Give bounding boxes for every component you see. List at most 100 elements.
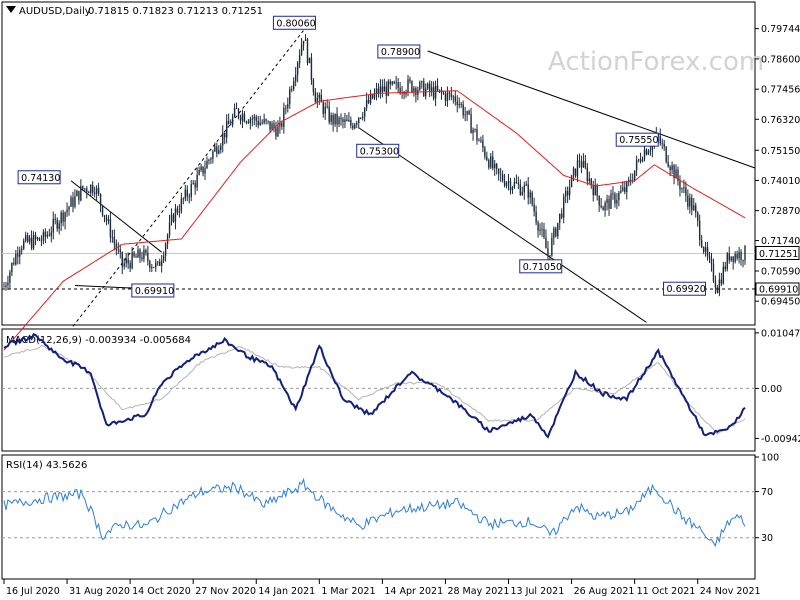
candle-body <box>629 179 632 182</box>
candle-body <box>458 104 460 106</box>
candle-body <box>105 217 108 222</box>
candle-body <box>334 113 336 125</box>
candle-body <box>93 192 96 194</box>
candle-body <box>618 192 620 201</box>
candle-body <box>332 115 334 125</box>
candle-body <box>722 266 725 284</box>
candle-body <box>665 146 667 163</box>
candle-body <box>480 140 482 142</box>
candle-body <box>608 199 610 209</box>
candle-body <box>379 86 382 94</box>
candle-body <box>624 187 626 193</box>
candle-body <box>19 250 21 257</box>
candle-body <box>354 124 356 129</box>
candle-body <box>82 185 84 189</box>
candle-body <box>28 237 31 242</box>
candle-body <box>292 81 295 90</box>
candle-body <box>626 182 628 193</box>
trend-channel-lines <box>70 19 756 327</box>
candle-body <box>541 228 543 230</box>
candle-body <box>346 119 348 122</box>
time-tick-label: 1 Mar 2021 <box>321 586 375 597</box>
swing-label-text: 0.78900 <box>381 47 420 58</box>
candle-body <box>499 173 502 175</box>
candle-body <box>446 92 449 102</box>
candle-body <box>247 121 250 124</box>
price-axis: 0.79744 0.78600 0.77456 0.76320 0.75150 0.740… <box>755 24 800 544</box>
candle-body <box>294 74 297 82</box>
candle-body <box>145 250 147 253</box>
price-tick-label: 0.78600 <box>761 54 800 65</box>
candle-body <box>322 102 324 114</box>
candle-body <box>377 88 380 94</box>
candle-body <box>564 191 567 197</box>
candle-body <box>141 257 143 260</box>
candle-body <box>472 129 474 134</box>
candle-body <box>7 282 9 286</box>
candle-body <box>578 160 581 162</box>
candle-body <box>537 222 539 231</box>
candle-body <box>539 229 541 231</box>
candle-body <box>202 166 204 174</box>
candle-body <box>80 185 82 201</box>
collapse-triangle-icon <box>6 6 16 13</box>
candle-body <box>718 279 721 293</box>
candle-body <box>367 100 370 103</box>
candle-body <box>204 168 206 174</box>
candle-body <box>257 120 259 126</box>
candle-body <box>732 256 734 262</box>
candle-body <box>178 211 181 213</box>
candle-body <box>312 80 315 92</box>
candle-body <box>222 132 224 146</box>
candle-body <box>574 168 577 177</box>
candle-body <box>229 124 232 126</box>
candle-body <box>44 231 47 237</box>
time-tick-label: 31 Aug 2020 <box>69 586 130 597</box>
candle-body <box>740 251 742 261</box>
candle-body <box>117 249 120 251</box>
candle-body <box>476 129 478 141</box>
candle-body <box>129 263 131 269</box>
candle-body <box>430 87 433 91</box>
candle-body <box>50 232 52 236</box>
candle-body <box>356 123 358 125</box>
candle-body <box>720 279 723 284</box>
candle-body <box>186 189 188 197</box>
candle-body <box>442 92 445 94</box>
macd-tick-label: 0.010472 <box>761 328 800 339</box>
candle-body <box>669 166 671 170</box>
swing-label-box <box>272 15 316 30</box>
candle-body <box>673 165 675 179</box>
candle-body <box>245 121 248 123</box>
candle-body <box>363 107 366 117</box>
candle-body <box>375 88 378 94</box>
candle-body <box>744 246 746 261</box>
candle-body <box>620 190 622 193</box>
rsi-line <box>3 477 746 548</box>
candle-body <box>543 228 545 238</box>
candle-body <box>604 202 606 211</box>
candle-body <box>283 108 285 127</box>
candle-body <box>531 192 533 205</box>
candle-body <box>308 57 311 64</box>
candle-body <box>419 82 421 90</box>
candle-body <box>143 250 145 260</box>
candle-body <box>533 204 535 212</box>
candle-body <box>328 106 330 122</box>
candle-body <box>399 87 401 94</box>
candle-body <box>706 247 709 257</box>
support-level-box <box>755 282 800 296</box>
candle-body <box>115 243 118 250</box>
candle-body <box>462 104 464 116</box>
candle-body <box>259 122 261 126</box>
candle-body <box>742 260 744 261</box>
candle-body <box>320 94 322 103</box>
time-tick-label: 24 Nov 2021 <box>700 586 761 597</box>
candle-body <box>76 190 78 197</box>
candle-body <box>689 197 691 207</box>
candle-body <box>330 115 332 122</box>
candle-body <box>600 205 602 208</box>
candle-body <box>734 254 736 262</box>
candle-body <box>208 159 210 161</box>
candle-body <box>267 120 269 122</box>
